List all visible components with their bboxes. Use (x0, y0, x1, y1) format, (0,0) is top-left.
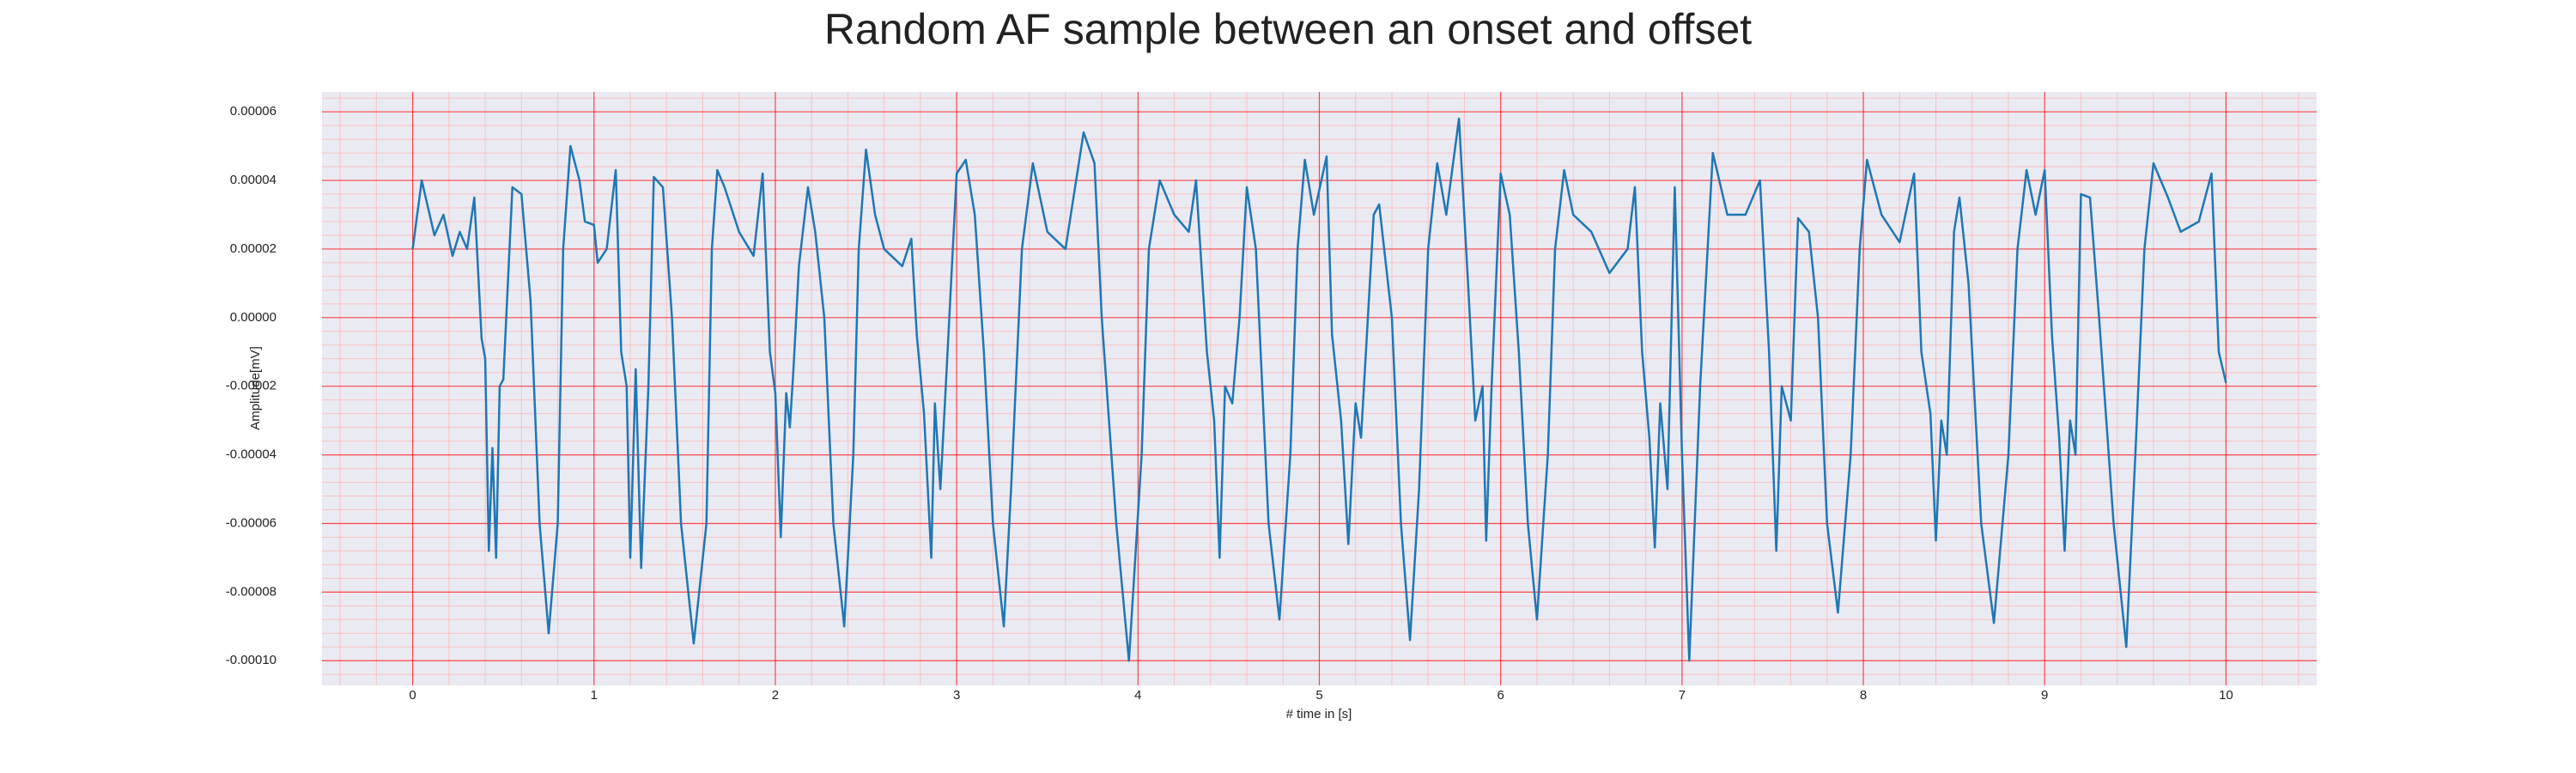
y-axis-label: Amplitude[mV] (248, 346, 263, 430)
y-tick-label: -0.00004 (226, 447, 276, 462)
x-tick-label: 0 (409, 688, 416, 703)
x-tick-label: 1 (591, 688, 598, 703)
y-tick-label: -0.00006 (226, 515, 276, 530)
y-tick-label: -0.00010 (226, 653, 276, 667)
signal-line (411, 117, 2227, 662)
chart-title: Random AF sample between an onset and of… (824, 5, 1752, 53)
x-tick-label: 3 (953, 688, 960, 703)
x-tick-label: 2 (772, 688, 779, 703)
y-tick-label: 0.00002 (230, 241, 276, 256)
x-tick-label: 4 (1134, 688, 1141, 703)
y-tick-label: 0.00000 (230, 310, 276, 325)
y-tick-label: -0.00002 (226, 379, 276, 393)
x-axis-label: # time in [s] (1286, 707, 1352, 721)
y-tick-label: -0.00008 (226, 584, 276, 599)
x-tick-label: 7 (1679, 688, 1686, 703)
x-tick-label: 8 (1860, 688, 1867, 703)
y-tick-label: 0.00004 (230, 173, 276, 187)
x-tick-label: 6 (1498, 688, 1504, 703)
x-tick-label: 5 (1315, 688, 1322, 703)
x-tick-label: 10 (2219, 688, 2233, 703)
x-tick-label: 9 (2041, 688, 2048, 703)
y-tick-label: 0.00006 (230, 104, 276, 119)
